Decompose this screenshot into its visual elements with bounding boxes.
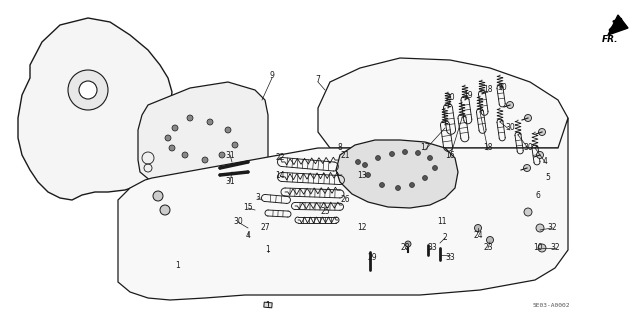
- Text: 1: 1: [266, 300, 270, 309]
- Text: 23: 23: [483, 243, 493, 253]
- Circle shape: [187, 115, 193, 121]
- Circle shape: [390, 152, 394, 157]
- Text: 31: 31: [225, 151, 235, 160]
- Circle shape: [246, 170, 250, 174]
- Text: 4: 4: [246, 231, 250, 240]
- Polygon shape: [18, 18, 172, 200]
- Circle shape: [403, 150, 408, 154]
- Text: 4: 4: [543, 158, 547, 167]
- Circle shape: [362, 162, 367, 167]
- Polygon shape: [318, 58, 568, 148]
- Circle shape: [536, 152, 543, 159]
- Text: 32: 32: [547, 224, 557, 233]
- Circle shape: [182, 152, 188, 158]
- Circle shape: [524, 208, 532, 216]
- Circle shape: [232, 142, 238, 148]
- Text: 32: 32: [550, 243, 560, 253]
- Circle shape: [225, 127, 231, 133]
- Circle shape: [536, 224, 544, 232]
- Text: 33: 33: [445, 254, 455, 263]
- Text: 27: 27: [260, 224, 270, 233]
- Text: 20: 20: [445, 93, 455, 102]
- Text: 10: 10: [533, 243, 543, 253]
- Text: 18: 18: [483, 85, 493, 94]
- Text: 16: 16: [445, 151, 455, 160]
- Text: 30: 30: [505, 123, 515, 132]
- Text: 15: 15: [243, 204, 253, 212]
- Circle shape: [525, 115, 531, 122]
- Circle shape: [474, 225, 481, 232]
- Circle shape: [538, 129, 545, 136]
- Text: 17: 17: [420, 144, 430, 152]
- Circle shape: [422, 175, 428, 181]
- Circle shape: [486, 236, 493, 243]
- Text: 1: 1: [266, 246, 270, 255]
- Circle shape: [218, 167, 221, 169]
- Text: 5E03-A0002: 5E03-A0002: [532, 303, 570, 308]
- Circle shape: [79, 81, 97, 99]
- Text: 24: 24: [473, 231, 483, 240]
- Circle shape: [68, 70, 108, 110]
- Circle shape: [172, 125, 178, 131]
- Circle shape: [506, 101, 513, 108]
- Text: 28: 28: [400, 243, 410, 253]
- Circle shape: [355, 160, 360, 165]
- Circle shape: [396, 186, 401, 190]
- Circle shape: [169, 145, 175, 151]
- Text: 22: 22: [275, 153, 285, 162]
- Text: 31: 31: [225, 177, 235, 187]
- Circle shape: [415, 151, 420, 155]
- Text: 19: 19: [463, 91, 473, 100]
- Text: 6: 6: [536, 190, 540, 199]
- Circle shape: [207, 119, 213, 125]
- Polygon shape: [118, 118, 568, 300]
- Text: 3: 3: [255, 194, 260, 203]
- Text: 30: 30: [233, 218, 243, 226]
- Text: 5: 5: [545, 174, 550, 182]
- Text: 26: 26: [340, 196, 350, 204]
- Circle shape: [405, 241, 411, 247]
- Text: 30: 30: [497, 84, 507, 93]
- Polygon shape: [608, 15, 628, 35]
- FancyBboxPatch shape: [264, 302, 272, 308]
- Text: 33: 33: [427, 243, 437, 253]
- Text: 14: 14: [275, 170, 285, 180]
- Circle shape: [365, 173, 371, 177]
- Circle shape: [376, 155, 381, 160]
- Circle shape: [202, 157, 208, 163]
- Text: 13: 13: [357, 170, 367, 180]
- Text: FR.: FR.: [602, 35, 618, 44]
- Circle shape: [160, 205, 170, 215]
- Text: 30: 30: [523, 144, 533, 152]
- Circle shape: [219, 152, 225, 158]
- Text: 1: 1: [175, 261, 180, 270]
- Text: 29: 29: [367, 254, 377, 263]
- Polygon shape: [336, 140, 458, 208]
- Circle shape: [218, 174, 221, 176]
- Polygon shape: [138, 82, 268, 192]
- Text: 25: 25: [320, 207, 330, 217]
- Text: 21: 21: [340, 151, 349, 160]
- Text: 2: 2: [443, 234, 447, 242]
- Circle shape: [538, 244, 546, 252]
- Circle shape: [153, 191, 163, 201]
- Circle shape: [433, 166, 438, 170]
- Circle shape: [165, 135, 171, 141]
- Text: 18: 18: [483, 144, 493, 152]
- Text: 9: 9: [269, 70, 275, 79]
- Circle shape: [524, 165, 531, 172]
- FancyBboxPatch shape: [264, 249, 272, 255]
- FancyBboxPatch shape: [173, 267, 182, 273]
- Circle shape: [428, 155, 433, 160]
- Text: 8: 8: [338, 144, 342, 152]
- Text: 12: 12: [357, 224, 367, 233]
- Circle shape: [380, 182, 385, 188]
- Text: 11: 11: [437, 218, 447, 226]
- Text: 7: 7: [316, 76, 321, 85]
- Circle shape: [410, 182, 415, 188]
- Circle shape: [246, 160, 250, 164]
